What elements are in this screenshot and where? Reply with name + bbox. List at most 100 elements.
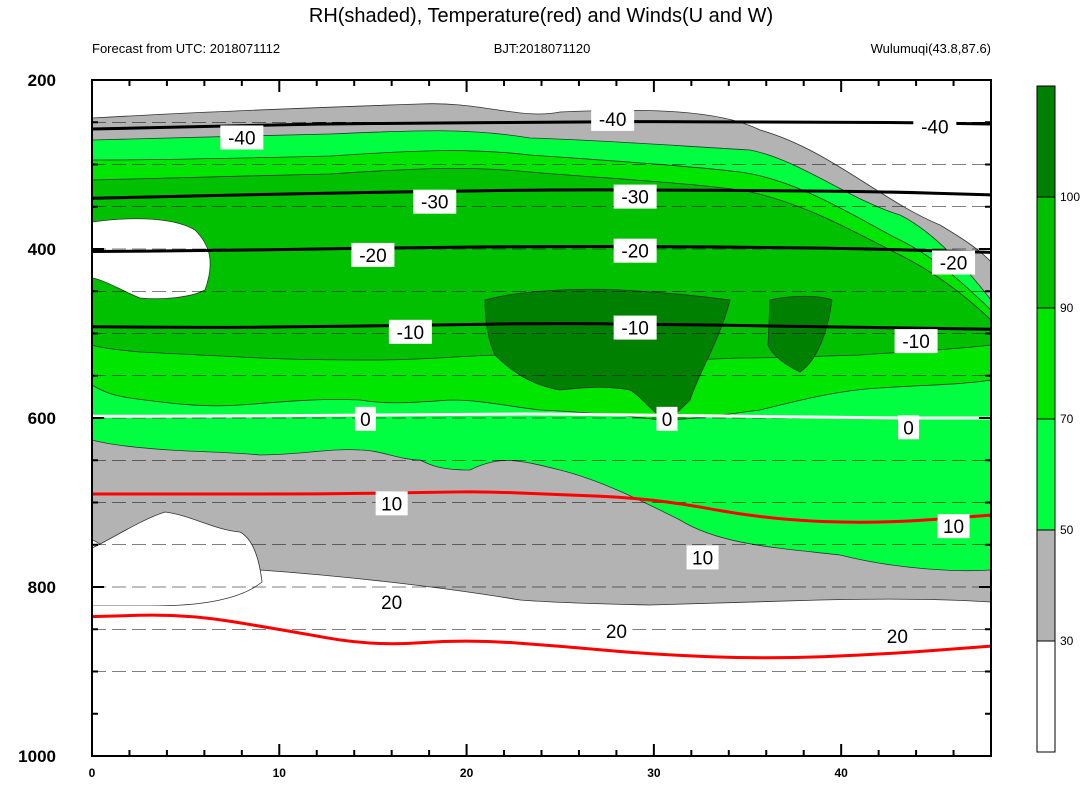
isotherm-label-box	[898, 415, 920, 440]
x-tick-label: 0	[89, 766, 96, 780]
isotherm-label-box	[388, 319, 432, 344]
isotherm-label: -20	[932, 250, 976, 275]
temperature-isotherms	[92, 120, 991, 660]
colorbar-label: 70	[1060, 412, 1074, 426]
y-tick-label: 800	[28, 578, 56, 597]
isotherm-label-box	[613, 315, 657, 340]
isotherm-label-text: -40	[228, 128, 255, 149]
isotherm-label-box	[375, 491, 408, 516]
isotherm-label-box	[354, 406, 376, 431]
y-tick-label: 400	[28, 240, 56, 259]
isotherm-label-text: 0	[662, 410, 673, 431]
isotherm-label: -10	[388, 319, 432, 344]
colorbar-label: 50	[1060, 523, 1074, 537]
rh-dry-pocket-upper	[92, 218, 211, 300]
isotherm-label-text: -20	[359, 246, 386, 267]
isotherm-label: 10	[375, 491, 408, 516]
valid-time-label: BJT:2018071120	[494, 41, 591, 56]
isotherm-label: 10	[686, 545, 719, 570]
isotherm-label-box	[881, 624, 914, 649]
isotherm-label-box	[894, 329, 938, 354]
isotherm-label: 20	[600, 618, 633, 643]
isotherm-line	[92, 120, 991, 131]
colorbar-swatch	[1036, 85, 1056, 198]
isotherm-label-text: -40	[599, 110, 626, 131]
y-tick-label: 200	[28, 71, 56, 90]
x-tick-label: 10	[273, 766, 287, 780]
isotherm-label-text: 10	[692, 548, 713, 569]
isotherm-label: -40	[220, 125, 264, 150]
colorbar-swatch	[1036, 418, 1056, 531]
isotherm-label-box	[600, 618, 633, 643]
isotherm-label-box	[613, 184, 657, 209]
isotherm-label-text: 10	[943, 517, 964, 538]
isotherm-label-text: -10	[902, 332, 929, 353]
x-tick-label: 20	[460, 766, 474, 780]
isotherm-label-box	[613, 238, 657, 263]
isotherm-label-text: -20	[940, 254, 967, 275]
x-tick-label: 40	[834, 766, 848, 780]
isotherm-label: -30	[413, 189, 457, 214]
colorbar-swatch	[1036, 307, 1056, 420]
forecast-init-label: Forecast from UTC: 2018071112	[92, 41, 280, 56]
isotherm-label: -20	[613, 238, 657, 263]
isotherm-label-text: 0	[903, 418, 914, 439]
isotherm-line	[92, 188, 991, 200]
isotherm-label-text: -30	[421, 193, 448, 214]
isotherm-label: 20	[375, 590, 408, 615]
isotherm-line	[92, 490, 991, 524]
below-surface-area	[92, 606, 991, 756]
x-tick-label: 30	[647, 766, 661, 780]
y-tick-label: 1000	[18, 747, 56, 766]
isotherm-label: 0	[354, 406, 376, 431]
rh-band-over-100-east	[767, 295, 833, 373]
colorbar-label: 30	[1060, 634, 1074, 648]
isotherm-label-text: -10	[397, 323, 424, 344]
isotherm-line	[92, 322, 991, 331]
colorbar-swatch	[1036, 640, 1056, 753]
isotherm-label: 0	[656, 406, 678, 431]
temperature-contour-labels: -40 -40 -40 -30 -30 -20 -20 -20 -10 -10 -10 0 0 0 10 10…	[220, 106, 976, 649]
isotherm-label-box	[413, 189, 457, 214]
isotherm-label: -20	[351, 242, 395, 267]
colorbar-label: 90	[1060, 301, 1074, 315]
chart-title: RH(shaded), Temperature(red) and Winds(U…	[309, 5, 773, 27]
x-axis-forecast-hour: 0 10 20 30 40	[89, 80, 992, 780]
rh-colorbar: 30 50 70 90 100	[1036, 85, 1080, 753]
colorbar-swatch	[1036, 196, 1056, 309]
isotherm-label-box	[656, 406, 678, 431]
isotherm-label: 0	[898, 415, 920, 440]
isotherm-label-text: 20	[606, 622, 627, 643]
isotherm-label-text: 20	[887, 627, 908, 648]
isotherm-line	[92, 412, 991, 420]
isotherm-line	[92, 244, 991, 254]
isotherm-label-box	[937, 514, 970, 539]
isotherm-label-text: 20	[381, 593, 402, 614]
isotherm-label: -30	[613, 184, 657, 209]
isotherm-label: -40	[913, 114, 957, 139]
isotherm-label-text: -40	[921, 117, 948, 138]
isotherm-label-text: -30	[621, 188, 648, 209]
isotherm-label-text: 0	[360, 410, 371, 431]
isotherm-label-box	[375, 590, 408, 615]
isotherm-label-text: 10	[381, 494, 402, 515]
isotherm-line	[92, 613, 991, 660]
isotherm-label: 10	[937, 514, 970, 539]
isotherm-label-box	[220, 125, 264, 150]
isotherm-label-box	[913, 114, 957, 139]
rh-band-90-100	[92, 167, 991, 361]
colorbar-swatch	[1036, 529, 1056, 642]
isotherm-label: -40	[591, 106, 635, 131]
rh-shading	[92, 103, 991, 756]
isotherm-label-text: -10	[621, 319, 648, 340]
colorbar-label: 100	[1060, 190, 1080, 204]
isotherm-label: -10	[613, 315, 657, 340]
isotherm-label: -10	[894, 329, 938, 354]
isotherm-label-box	[591, 106, 635, 131]
y-tick-label: 600	[28, 409, 56, 428]
isotherm-label: 20	[881, 624, 914, 649]
isotherm-label-box	[686, 545, 719, 570]
